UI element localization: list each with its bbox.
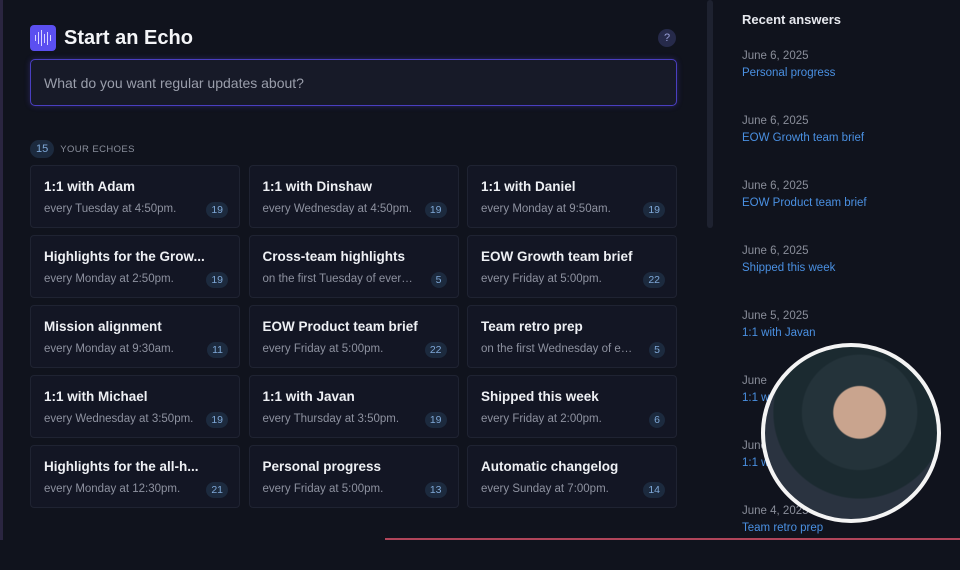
echoes-grid: 1:1 with Adam every Tuesday at 4:50pm. 1… [30, 165, 677, 508]
section-label: YOUR ECHOES [60, 143, 135, 155]
echo-schedule: every Monday at 9:30am. [44, 343, 174, 355]
answer-link[interactable]: 1:1 w [742, 392, 770, 404]
echoes-count-badge: 15 [30, 140, 55, 158]
recent-answer-item: June 6, 2025 Shipped this week [742, 245, 867, 310]
answer-date: June 6, 2025 [742, 245, 809, 257]
echo-card[interactable]: Cross-team highlights on the first Tuesd… [248, 235, 459, 298]
echo-topic-input[interactable]: What do you want regular updates about? [30, 59, 677, 106]
echo-title: EOW Product team brief [262, 319, 418, 334]
answer-count-badge: 19 [424, 412, 447, 428]
answer-count-badge: 19 [206, 272, 228, 288]
echo-card[interactable]: 1:1 with Daniel every Monday at 9:50am. … [467, 165, 677, 228]
echo-title: Team retro prep [481, 319, 583, 334]
answer-link[interactable]: 1:1 with Javan [742, 327, 816, 339]
recent-answers-panel: Recent answers June 6, 2025 Personal pro… [742, 12, 867, 570]
echo-title: 1:1 with Michael [44, 389, 148, 404]
echo-schedule: every Friday at 2:00pm. [481, 413, 602, 425]
answer-date: June 5, 2025 [742, 310, 809, 322]
echo-card[interactable]: 1:1 with Dinshaw every Wednesday at 4:50… [248, 165, 459, 228]
recent-answer-item: June 6, 2025 Personal progress [742, 50, 867, 115]
recent-answer-item: June 6, 2025 EOW Product team brief [742, 180, 867, 245]
answer-count-badge: 14 [643, 482, 665, 498]
echo-schedule: every Friday at 5:00pm. [262, 483, 384, 495]
answer-date: June 6, 2025 [742, 180, 809, 192]
echo-schedule: every Wednesday at 3:50pm. [44, 413, 194, 425]
scrollbar[interactable] [707, 0, 713, 228]
echo-schedule: every Monday at 9:50am. [481, 203, 611, 215]
echo-card[interactable]: 1:1 with Javan every Thursday at 3:50pm.… [248, 375, 459, 438]
recent-answer-item: June 1:1 w [742, 440, 867, 505]
echo-card[interactable]: Shipped this week every Friday at 2:00pm… [467, 375, 677, 438]
recent-answer-item: June 5, 2025 1:1 with Javan [742, 310, 867, 375]
answer-count-badge: 21 [206, 482, 228, 498]
echo-title: Highlights for the all-h... [44, 459, 199, 474]
echo-card[interactable]: Personal progress every Friday at 5:00pm… [248, 445, 459, 508]
echo-schedule: every Friday at 5:00pm. [262, 343, 384, 355]
echo-card[interactable]: Team retro prep on the first Wednesday o… [467, 305, 677, 368]
answer-count-badge: 13 [424, 482, 447, 498]
answer-date: June [742, 440, 767, 452]
echo-schedule: every Monday at 12:30pm. [44, 483, 181, 495]
echo-schedule: every Tuesday at 4:50pm. [44, 203, 177, 215]
window-edge [0, 0, 3, 540]
answer-date: June 4, 2025 [742, 505, 809, 517]
echo-title: EOW Growth team brief [481, 249, 633, 264]
answer-count-badge: 5 [649, 342, 665, 358]
echo-schedule: every Wednesday at 4:50pm. [262, 203, 412, 215]
echo-title: 1:1 with Adam [44, 179, 136, 194]
echo-schedule: every Monday at 2:50pm. [44, 273, 174, 285]
answer-link[interactable]: Personal progress [742, 67, 836, 79]
echo-title: Automatic changelog [481, 459, 619, 474]
echo-schedule: every Friday at 5:00pm. [481, 273, 602, 285]
echo-schedule: every Thursday at 3:50pm. [262, 413, 400, 425]
waveform-icon [30, 25, 56, 51]
echo-title: 1:1 with Dinshaw [262, 179, 373, 194]
answer-count-badge: 5 [430, 272, 447, 288]
answer-count-badge: 19 [206, 202, 228, 218]
page-title: Start an Echo [64, 26, 193, 49]
echo-card[interactable]: Automatic changelog every Sunday at 7:00… [467, 445, 677, 508]
echo-card[interactable]: 1:1 with Adam every Tuesday at 4:50pm. 1… [30, 165, 240, 228]
help-button[interactable]: ? [658, 29, 676, 47]
echo-title: 1:1 with Javan [262, 389, 355, 404]
answer-date: June 6, 2025 [742, 50, 809, 62]
answer-date: June 6, 2025 [742, 115, 809, 127]
answer-link[interactable]: Team retro prep [742, 522, 824, 534]
echo-title: 1:1 with Daniel [481, 179, 576, 194]
echo-title: Mission alignment [44, 319, 162, 334]
recent-answer-item: June 4, 2025 Team retro prep [742, 505, 867, 570]
answer-link[interactable]: 1:1 w [742, 457, 770, 469]
echo-card[interactable]: 1:1 with Michael every Wednesday at 3:50… [30, 375, 240, 438]
answer-count-badge: 11 [207, 342, 228, 358]
webcam-overlay [761, 343, 941, 523]
echo-card[interactable]: Mission alignment every Monday at 9:30am… [30, 305, 240, 368]
recent-answers-title: Recent answers [742, 12, 841, 27]
echo-card[interactable]: EOW Product team brief every Friday at 5… [248, 305, 459, 368]
answer-count-badge: 19 [206, 412, 228, 428]
recent-answer-item: June 6, 2025 EOW Growth team brief [742, 115, 867, 180]
echo-title: Highlights for the Grow... [44, 249, 205, 264]
answer-count-badge: 19 [643, 202, 665, 218]
echoes-section-header: 15 YOUR ECHOES [30, 140, 135, 158]
echo-card[interactable]: EOW Growth team brief every Friday at 5:… [467, 235, 677, 298]
echo-schedule: on the first Wednesday of every month [481, 343, 636, 355]
echo-schedule: every Sunday at 7:00pm. [481, 483, 609, 495]
progress-bar [385, 538, 960, 540]
echo-schedule: on the first Tuesday of every month [262, 273, 418, 285]
answer-date: June [742, 375, 767, 387]
echo-card[interactable]: Highlights for the all-h... every Monday… [30, 445, 240, 508]
header: Start an Echo [30, 25, 193, 51]
answer-count-badge: 22 [643, 272, 665, 288]
answer-link[interactable]: EOW Growth team brief [742, 132, 865, 144]
echo-card[interactable]: Highlights for the Grow... every Monday … [30, 235, 240, 298]
recent-answer-item: June 1:1 w [742, 375, 867, 440]
echo-title: Cross-team highlights [262, 249, 406, 264]
answer-link[interactable]: Shipped this week [742, 262, 836, 274]
echo-title: Shipped this week [481, 389, 599, 404]
answer-count-badge: 19 [424, 202, 447, 218]
echo-title: Personal progress [262, 459, 382, 474]
answer-count-badge: 6 [649, 412, 665, 428]
answer-count-badge: 22 [424, 342, 447, 358]
answer-link[interactable]: EOW Product team brief [742, 197, 867, 209]
